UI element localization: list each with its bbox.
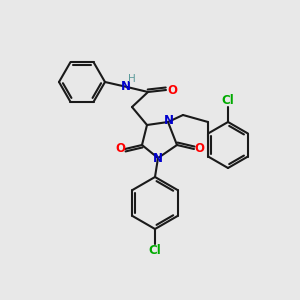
Text: Cl: Cl — [222, 94, 234, 107]
Text: N: N — [121, 80, 131, 92]
Text: N: N — [153, 152, 163, 166]
Text: H: H — [128, 74, 136, 84]
Text: O: O — [194, 142, 204, 155]
Text: O: O — [115, 142, 125, 155]
Text: Cl: Cl — [148, 244, 161, 256]
Text: N: N — [164, 115, 174, 128]
Text: O: O — [167, 83, 177, 97]
